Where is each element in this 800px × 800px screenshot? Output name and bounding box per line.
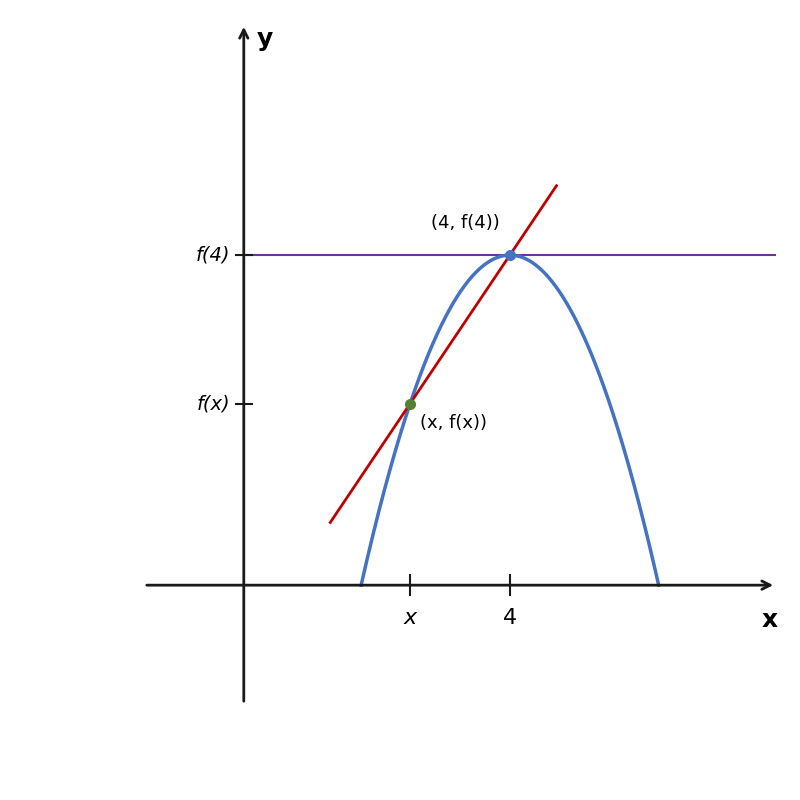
Text: (x, f(x)): (x, f(x)) <box>420 414 487 431</box>
Text: f(4): f(4) <box>196 246 230 265</box>
Text: f(x): f(x) <box>197 394 230 413</box>
Text: x: x <box>762 608 778 632</box>
Text: x: x <box>403 608 417 628</box>
Text: 4: 4 <box>503 608 517 628</box>
Text: y: y <box>257 27 274 51</box>
Text: (4, f(4)): (4, f(4)) <box>431 214 500 232</box>
